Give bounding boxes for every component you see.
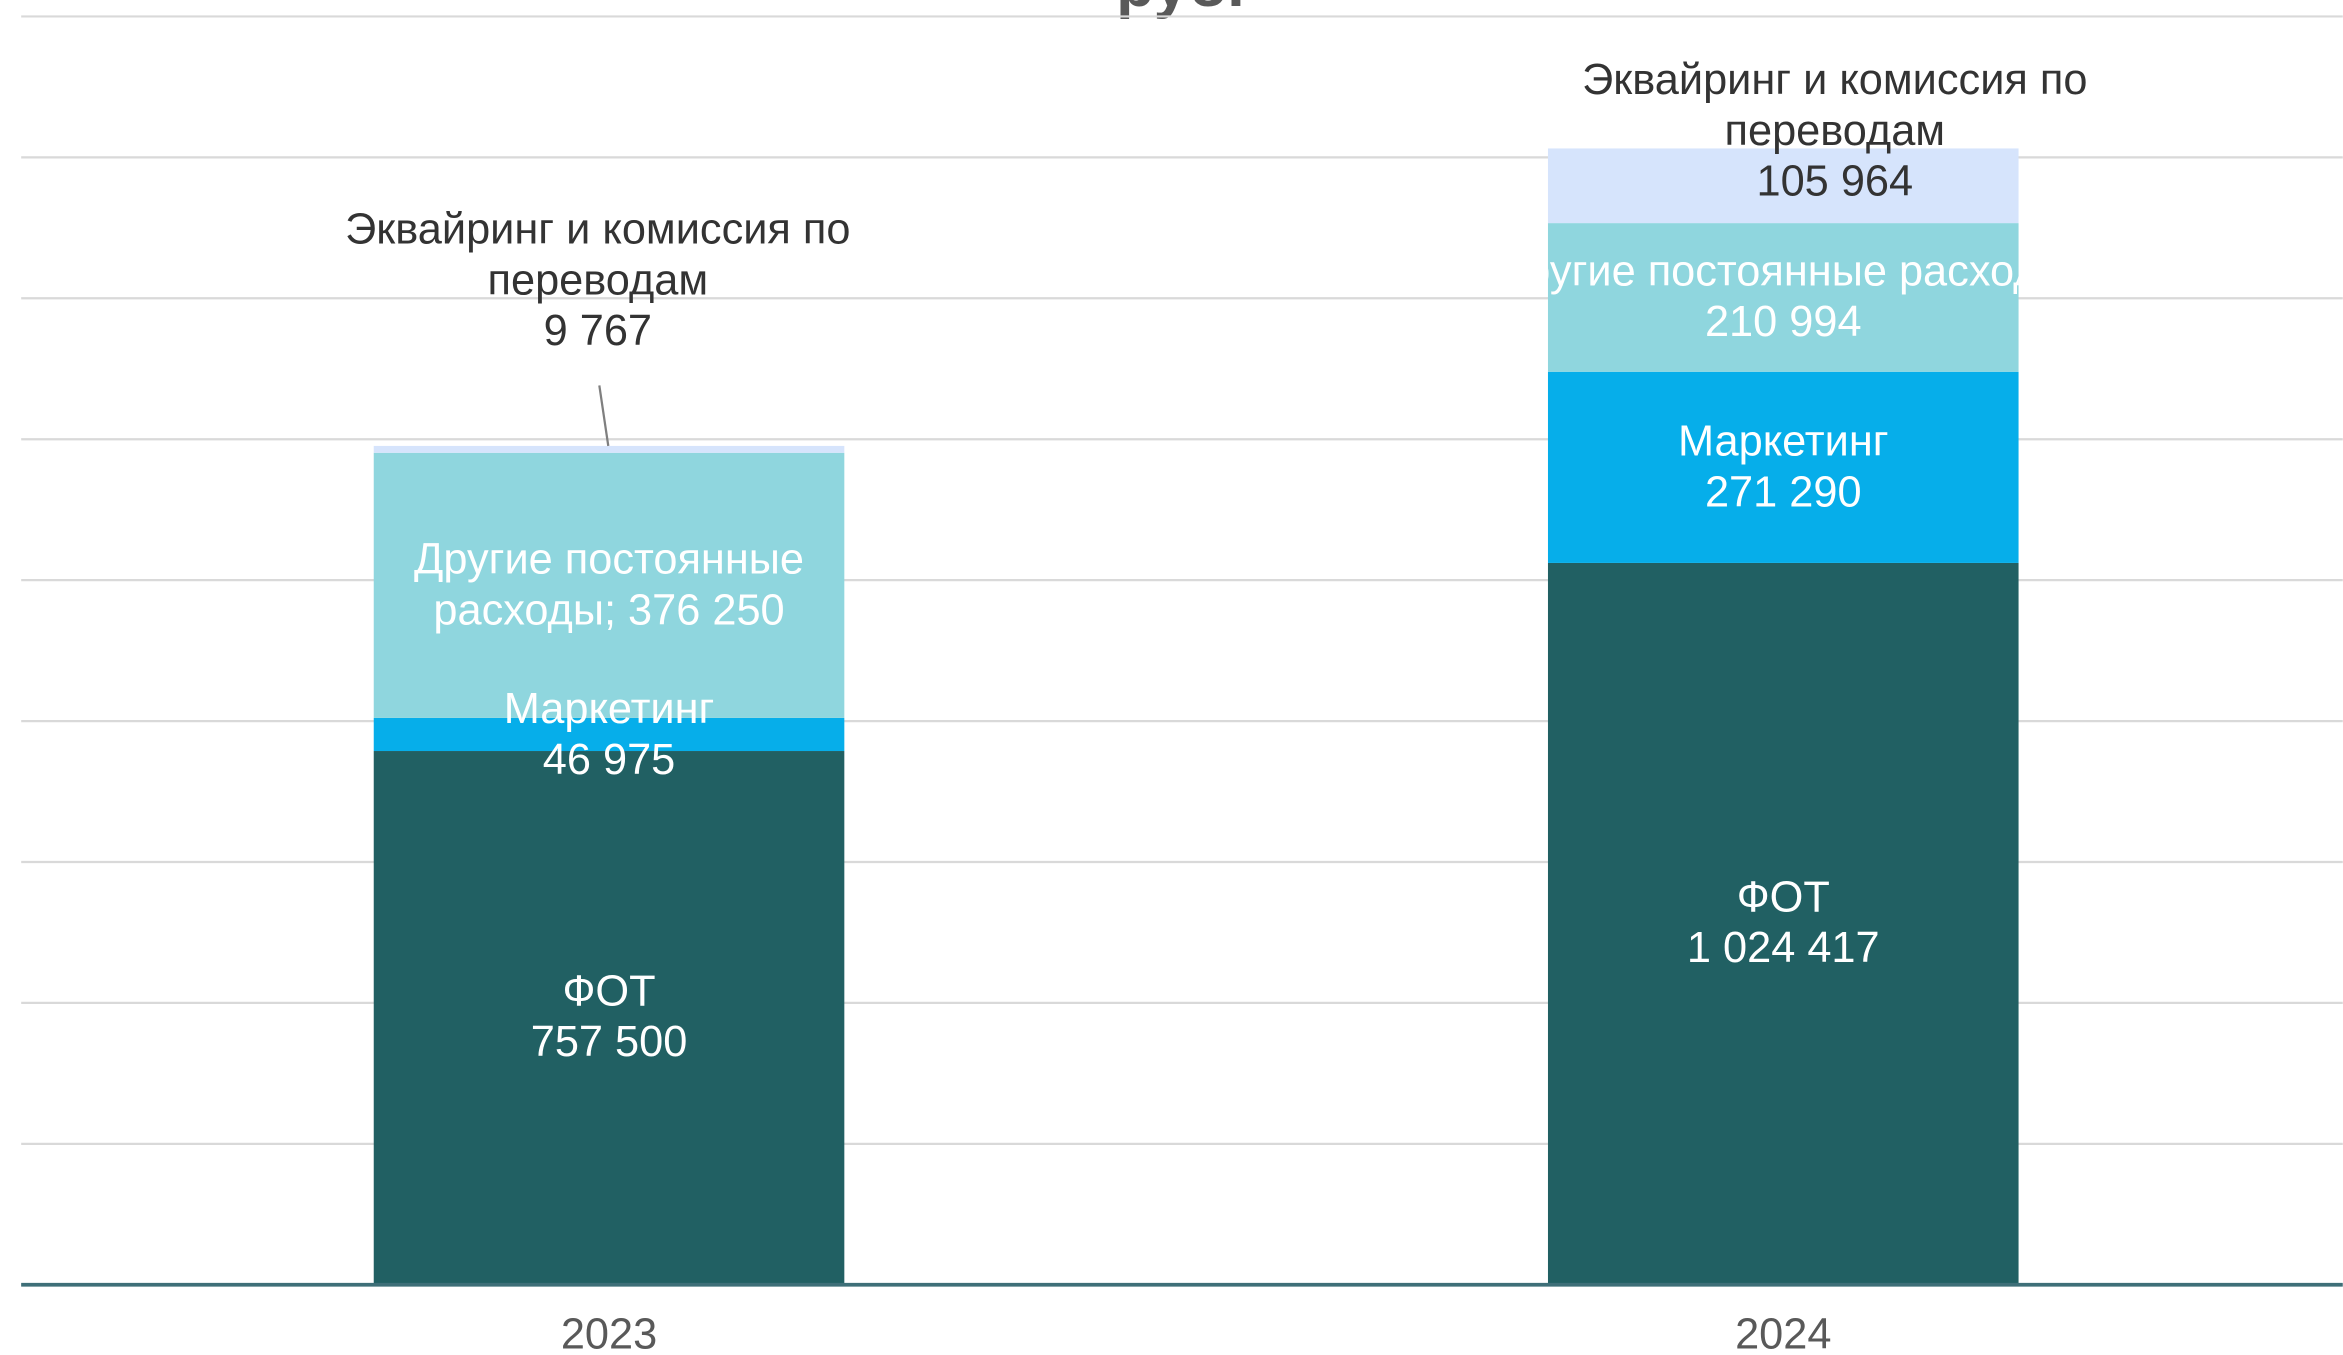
x-tick-label: 2023 bbox=[561, 1311, 657, 1355]
bar-segment bbox=[373, 452, 845, 718]
bar-segment bbox=[1547, 562, 2019, 1285]
bar-segment bbox=[1547, 223, 2019, 372]
data-label: Другие постоянные расходы; 376 250 bbox=[374, 436, 845, 735]
data-label: Другие постоянные расходы210 994 bbox=[1548, 148, 2019, 447]
bar-segment bbox=[373, 751, 845, 1285]
data-label-box: ФОТ 757 500 bbox=[374, 868, 845, 1167]
data-label-value: Другие постоянные расходы; 376 250 bbox=[414, 536, 805, 635]
data-label-name: Эквайринг и комиссия по переводам bbox=[1582, 57, 2088, 156]
data-label-value: 210 994 bbox=[1704, 298, 1862, 347]
data-label-box: Другие постоянные расходы210 994 bbox=[1548, 148, 2019, 447]
x-tick-label: 2024 bbox=[1735, 1311, 1831, 1355]
chart-title: руб. bbox=[1116, 0, 1245, 20]
bar-segment bbox=[1547, 371, 2019, 563]
data-label-box: Маркетинг 46 975 bbox=[374, 585, 845, 884]
data-label-box: ФОТ 1 024 417 bbox=[1548, 774, 2019, 1073]
data-label-name: Маркетинг bbox=[1677, 418, 1889, 466]
bar-segment bbox=[373, 445, 845, 453]
data-label-box: Маркетинг 271 290 bbox=[1548, 318, 2019, 617]
data-label-value: 9 767 bbox=[543, 308, 653, 357]
data-label-box: Эквайринг и комиссия по переводам 9 767 bbox=[299, 132, 897, 431]
data-label-box: Другие постоянные расходы; 376 250 bbox=[374, 436, 845, 735]
data-label-value: 46 975 bbox=[542, 735, 676, 784]
bar-segment bbox=[373, 717, 845, 752]
data-label-name: ФОТ bbox=[1736, 874, 1830, 923]
data-label-value: 1 024 417 bbox=[1686, 925, 1880, 974]
data-label-value: 757 500 bbox=[530, 1019, 688, 1068]
leader-line bbox=[598, 385, 610, 447]
data-label-value: 271 290 bbox=[1704, 468, 1862, 517]
data-label-box: Эквайринг и комиссия по переводам 105 964 bbox=[1536, 0, 2134, 281]
data-label-name: Эквайринг и комиссия по переводам bbox=[345, 206, 851, 306]
data-label-name: ФОТ bbox=[562, 968, 656, 1017]
bar-segment bbox=[1547, 148, 2019, 224]
data-label-name: Маркетинг bbox=[503, 685, 715, 733]
data-label-name: Другие постоянные расходы bbox=[1548, 248, 2019, 296]
data-label-value: 105 964 bbox=[1756, 158, 1914, 207]
